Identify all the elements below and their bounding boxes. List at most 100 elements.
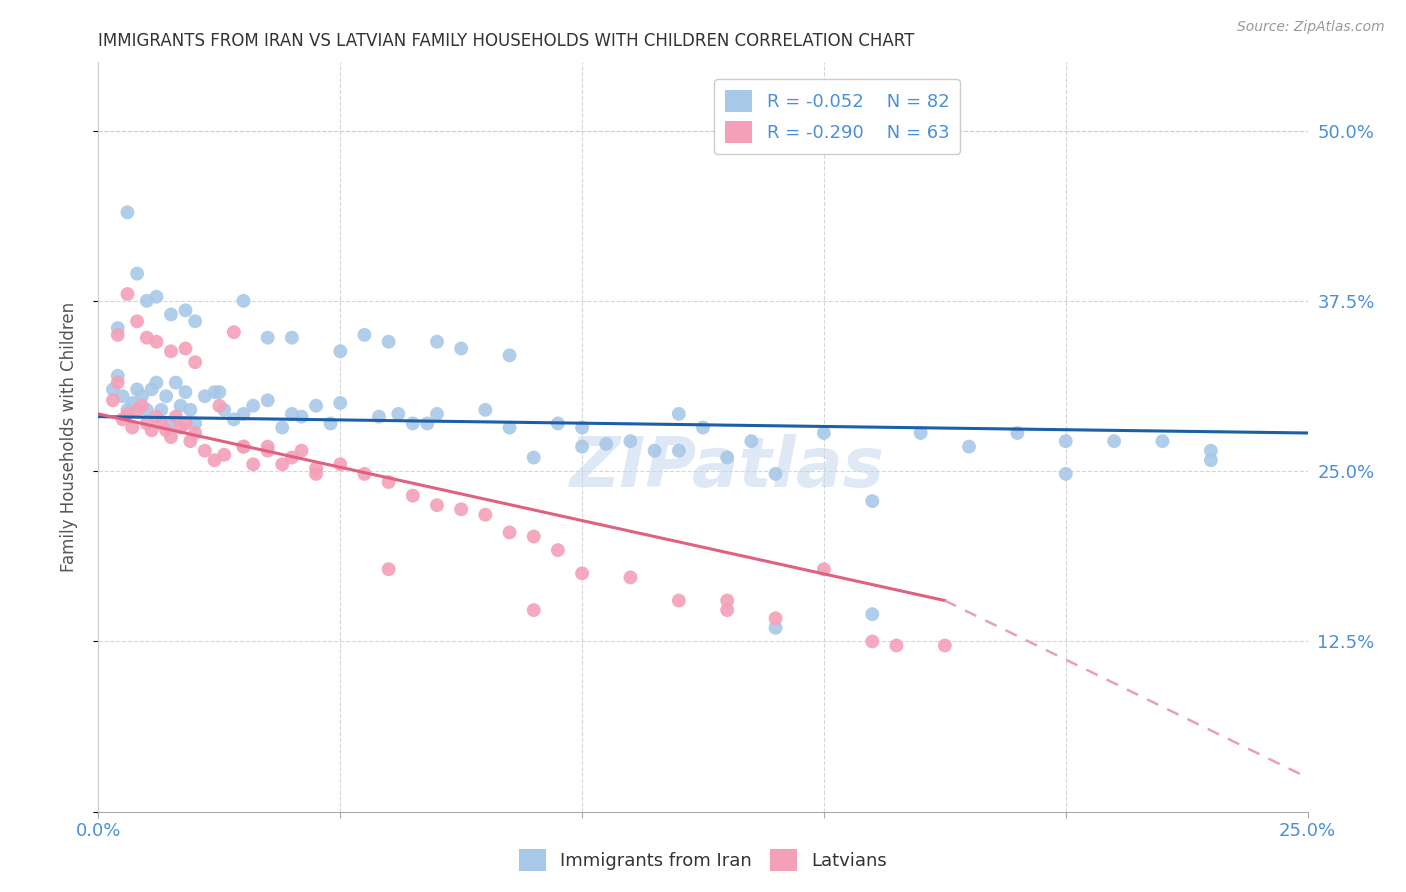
Point (402, 417, 425, 431)
Point (450, 502, 472, 516)
Point (131, 389, 153, 403)
Point (232, 440, 254, 454)
Point (813, 425, 835, 440)
Point (165, 376, 187, 390)
Point (208, 399, 231, 413)
Point (160, 430, 183, 444)
Y-axis label: Family Households with Children: Family Households with Children (59, 302, 77, 572)
Point (232, 293, 254, 308)
Point (127, 402, 149, 417)
Point (1199, 453, 1222, 467)
Point (387, 407, 409, 421)
Point (957, 440, 980, 454)
Point (145, 290, 167, 304)
Point (184, 355, 207, 369)
Point (290, 443, 312, 458)
Point (184, 417, 207, 431)
Point (145, 334, 167, 349)
Point (150, 402, 173, 417)
Point (305, 399, 328, 413)
Point (281, 407, 304, 421)
Point (121, 420, 143, 434)
Point (571, 440, 593, 454)
Point (595, 437, 617, 451)
Point (765, 611, 787, 625)
Point (117, 407, 139, 421)
Point (474, 402, 496, 417)
Point (319, 417, 342, 431)
Point (305, 467, 328, 481)
Point (127, 314, 149, 328)
Point (135, 417, 157, 431)
Point (910, 425, 932, 440)
Point (127, 267, 149, 281)
Point (547, 543, 569, 558)
Point (934, 639, 956, 653)
Point (450, 342, 472, 356)
Point (155, 389, 177, 403)
Point (271, 458, 294, 472)
Text: Source: ZipAtlas.com: Source: ZipAtlas.com (1237, 20, 1385, 34)
Point (174, 417, 197, 431)
Point (107, 321, 129, 335)
Point (1054, 434, 1077, 449)
Point (117, 287, 139, 301)
Legend: Immigrants from Iran, Latvians: Immigrants from Iran, Latvians (512, 842, 894, 879)
Point (131, 399, 153, 413)
Point (860, 634, 883, 648)
Point (619, 434, 641, 449)
Point (353, 327, 375, 342)
Point (107, 368, 129, 383)
Point (644, 443, 666, 458)
Point (111, 389, 134, 403)
Point (329, 458, 352, 472)
Point (329, 396, 352, 410)
Point (1102, 434, 1125, 449)
Point (135, 293, 157, 308)
Point (416, 417, 439, 431)
Point (426, 334, 449, 349)
Point (571, 420, 593, 434)
Point (1054, 467, 1077, 481)
Point (765, 467, 787, 481)
Point (1007, 425, 1029, 440)
Point (290, 409, 312, 424)
Point (256, 440, 278, 454)
Point (179, 402, 201, 417)
Point (160, 417, 183, 431)
Point (716, 450, 738, 465)
Point (155, 423, 177, 437)
Point (668, 593, 690, 607)
Point (716, 593, 738, 607)
Point (377, 334, 399, 349)
Point (101, 393, 124, 408)
Point (232, 440, 254, 454)
Legend: R = -0.052    N = 82, R = -0.290    N = 63: R = -0.052 N = 82, R = -0.290 N = 63 (714, 79, 960, 153)
Point (426, 498, 449, 512)
Point (619, 570, 641, 584)
Point (160, 344, 183, 359)
Point (135, 402, 157, 417)
Point (179, 434, 201, 449)
Point (204, 385, 226, 400)
Point (498, 525, 520, 540)
Text: IMMIGRANTS FROM IRAN VS LATVIAN FAMILY HOUSEHOLDS WITH CHILDREN CORRELATION CHAR: IMMIGRANTS FROM IRAN VS LATVIAN FAMILY H… (98, 32, 915, 50)
Point (281, 450, 304, 465)
Point (1199, 443, 1222, 458)
Point (174, 385, 197, 400)
Point (271, 420, 294, 434)
Point (222, 412, 245, 426)
Point (121, 396, 143, 410)
Point (141, 383, 163, 397)
Point (107, 376, 129, 390)
Point (571, 566, 593, 581)
Point (813, 562, 835, 576)
Point (135, 331, 157, 345)
Point (222, 325, 245, 339)
Point (402, 489, 425, 503)
Point (765, 621, 787, 635)
Point (111, 412, 134, 426)
Point (107, 327, 129, 342)
Point (145, 409, 167, 424)
Point (353, 467, 375, 481)
